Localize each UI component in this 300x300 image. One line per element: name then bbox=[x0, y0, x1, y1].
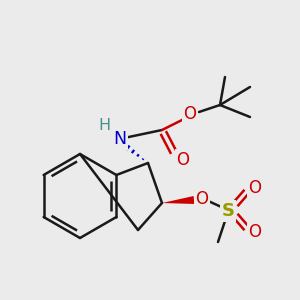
Polygon shape bbox=[162, 196, 194, 204]
Text: O: O bbox=[176, 151, 190, 169]
Text: H: H bbox=[98, 118, 110, 134]
Text: O: O bbox=[196, 190, 208, 208]
Text: O: O bbox=[248, 179, 262, 197]
Text: S: S bbox=[221, 202, 235, 220]
Text: O: O bbox=[248, 223, 262, 241]
Text: N: N bbox=[113, 130, 127, 148]
Text: O: O bbox=[184, 105, 196, 123]
